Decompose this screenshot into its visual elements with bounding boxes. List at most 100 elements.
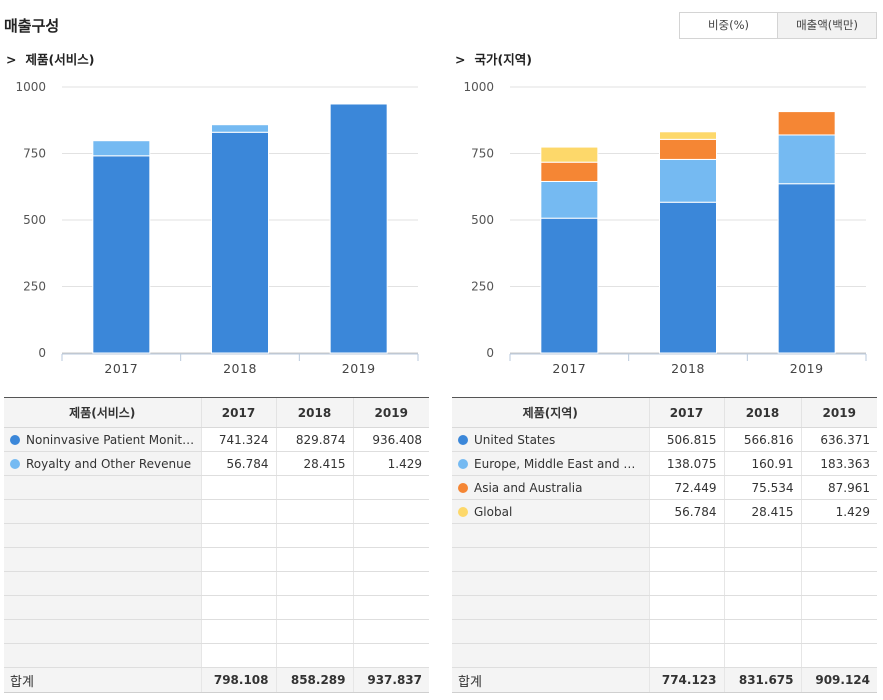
x-tick-label: 2019	[790, 361, 824, 376]
y-tick-label: 250	[23, 280, 46, 294]
table-cell: 28.415	[275, 451, 353, 476]
row-name: Asia and Australia	[474, 480, 583, 495]
table-cell: 160.91	[723, 451, 801, 476]
legend-dot-icon	[10, 458, 20, 469]
table-row: Royalty and Other Revenue 56.784 28.415 …	[4, 451, 429, 476]
y-tick-label: 1000	[15, 80, 46, 94]
empty-row	[452, 547, 877, 572]
empty-row	[4, 475, 429, 500]
ratio-toggle-button[interactable]: 비중(%)	[679, 12, 778, 39]
legend-dot-icon	[458, 434, 468, 445]
left-section-title: > 제품(서비스)	[6, 49, 94, 68]
amount-toggle-button[interactable]: 매출액(백만)	[778, 12, 877, 39]
column-header: 2018	[723, 397, 801, 428]
bar-segment	[92, 140, 151, 157]
total-label: 합계	[452, 667, 649, 693]
view-toggle: 비중(%) 매출액(백만)	[679, 12, 877, 39]
row-label: United States	[452, 427, 649, 452]
product-table: 제품(서비스) 2017 2018 2019 Noninvasive Patie…	[4, 397, 429, 693]
empty-row	[4, 643, 429, 668]
table-row: Global 56.784 28.415 1.429	[452, 499, 877, 524]
column-header: 2017	[648, 397, 724, 428]
total-row: 합계 798.108 858.289 937.837	[4, 667, 429, 693]
empty-row	[452, 595, 877, 620]
table-cell: 87.961	[800, 475, 877, 500]
row-label: Noninvasive Patient Monitor...	[4, 427, 201, 452]
product-chart: 0 250 500 750 1000 2017 2018 2019	[15, 80, 419, 376]
row-name: Global	[474, 504, 513, 519]
table-cell: 1.429	[352, 451, 429, 476]
row-name: Europe, Middle East and Afri...	[474, 456, 649, 471]
bar-segment	[777, 134, 836, 185]
empty-row	[452, 523, 877, 548]
table-row: Europe, Middle East and Afri... 138.075 …	[452, 451, 877, 476]
bar-segment	[540, 161, 599, 182]
bar-segment	[540, 180, 599, 219]
row-name: Royalty and Other Revenue	[26, 456, 192, 471]
table-cell: 75.534	[723, 475, 801, 500]
y-tick-label: 750	[471, 147, 494, 161]
table-cell: 506.815	[648, 427, 724, 452]
legend-dot-icon	[458, 506, 468, 517]
row-label: Europe, Middle East and Afri...	[452, 451, 649, 476]
chevron-right-icon: >	[455, 52, 466, 67]
page-title: 매출구성	[4, 17, 60, 35]
legend-dot-icon	[458, 458, 468, 469]
total-cell: 798.108	[200, 667, 276, 693]
table-cell: 183.363	[800, 451, 877, 476]
y-tick-label: 250	[471, 280, 494, 294]
x-tick-label: 2018	[671, 361, 705, 376]
bar-segment	[211, 124, 269, 133]
table-cell: 1.429	[800, 499, 877, 524]
right-section-label: 국가(지역)	[474, 52, 532, 67]
table-cell: 28.415	[723, 499, 801, 524]
bar-segment	[659, 131, 717, 140]
y-tick-label: 1000	[463, 80, 494, 94]
legend-dot-icon	[458, 482, 468, 493]
table-cell: 566.816	[723, 427, 801, 452]
y-tick-label: 0	[486, 346, 494, 360]
bar-segment	[540, 217, 599, 354]
bar-segment	[540, 146, 599, 163]
table-cell: 636.371	[800, 427, 877, 452]
total-cell: 858.289	[275, 667, 353, 693]
table-cell: 741.324	[200, 427, 276, 452]
bar-segment	[329, 103, 388, 354]
bar-segment	[777, 111, 836, 136]
empty-row	[4, 595, 429, 620]
x-tick-label: 2019	[342, 361, 376, 376]
bar-segment	[92, 155, 151, 354]
total-row: 합계 774.123 831.675 909.124	[452, 667, 877, 693]
total-cell: 937.837	[352, 667, 429, 693]
x-tick-label: 2017	[104, 361, 138, 376]
x-tick-label: 2017	[552, 361, 586, 376]
table-row: United States 506.815 566.816 636.371	[452, 427, 877, 452]
region-chart: 0 250 500 750 1000 2017 2018 2019	[463, 80, 867, 376]
column-header: 2018	[275, 397, 353, 428]
table-cell: 936.408	[352, 427, 429, 452]
column-header: 2019	[352, 397, 429, 428]
table-cell: 56.784	[648, 499, 724, 524]
empty-row	[4, 499, 429, 524]
table-header-row: 제품(서비스) 2017 2018 2019	[4, 397, 429, 428]
empty-row	[452, 571, 877, 596]
empty-row	[452, 643, 877, 668]
bar-segment	[211, 131, 269, 354]
bar-segment	[777, 183, 836, 354]
empty-row	[4, 571, 429, 596]
left-section-label: 제품(서비스)	[25, 52, 95, 67]
total-cell: 831.675	[723, 667, 801, 693]
table-cell: 72.449	[648, 475, 724, 500]
right-section-title: > 국가(지역)	[455, 49, 532, 68]
empty-row	[452, 619, 877, 644]
column-header: 2017	[200, 397, 276, 428]
empty-row	[4, 619, 429, 644]
y-tick-label: 500	[471, 213, 494, 227]
table-row: Asia and Australia 72.449 75.534 87.961	[452, 475, 877, 500]
table-row: Noninvasive Patient Monitor... 741.324 8…	[4, 427, 429, 452]
column-header: 제품(서비스)	[4, 397, 201, 428]
row-name: United States	[474, 432, 556, 447]
chevron-right-icon: >	[6, 52, 17, 67]
total-cell: 774.123	[648, 667, 724, 693]
bar-segment	[659, 201, 717, 354]
